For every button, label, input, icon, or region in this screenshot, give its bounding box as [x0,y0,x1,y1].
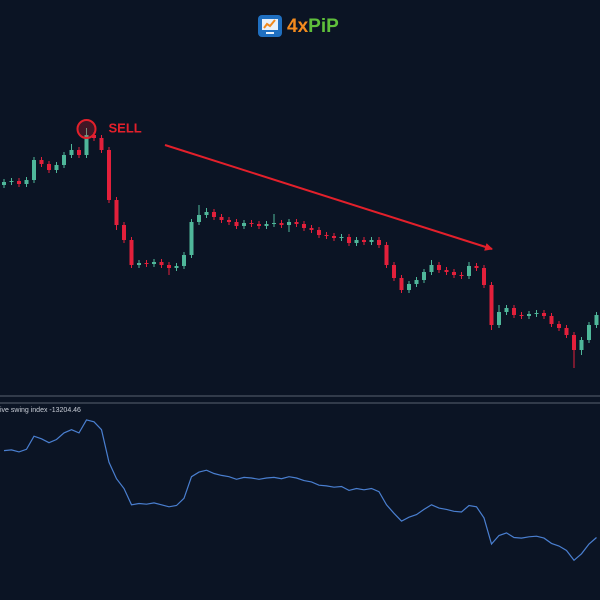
candle-body [122,225,126,240]
candle-body [444,270,449,272]
candle-body [512,308,516,315]
candle-body [92,135,96,138]
candle-body [467,266,471,276]
candle-body [542,313,546,316]
candle-body [437,265,441,270]
sell-marker [76,119,97,139]
logo-chart [263,19,276,29]
candle-body [264,224,269,226]
candle-body [579,340,584,350]
candle-body [167,265,171,268]
candle-body [354,240,359,243]
candle-body [152,262,156,264]
candle-body [144,263,149,264]
candle-body [332,236,336,238]
logo: 4xPiP [258,15,339,37]
candle-body [182,255,186,266]
candle-body [459,275,464,276]
candle-body [549,316,554,324]
candle-body [114,200,119,225]
candle-body [242,223,246,226]
candle-body [189,222,194,255]
trend-arrow [164,144,493,251]
candle-body [219,217,224,220]
candle-body [384,245,389,265]
candle-body [407,284,411,290]
candle-body [77,150,81,155]
candle-body [137,263,141,265]
candle-body [362,240,366,242]
candle-body [564,328,569,335]
candle-body [504,308,509,312]
candle-body [39,160,44,164]
candle-body [572,335,576,350]
candle-body [557,324,561,328]
candle-body [69,150,74,155]
logo-text: 4xPiP [287,16,339,37]
candle-body [482,268,486,285]
candle-body [377,240,381,245]
candle-body [527,314,531,316]
candle-body [17,181,21,184]
annotations: SELL [76,119,493,251]
candle-body [287,222,291,225]
candle-body [309,228,314,230]
candle-body [47,164,51,170]
candle-body [62,155,66,165]
candle-body [422,272,426,280]
candle-body [452,272,456,275]
candle-body [9,181,14,182]
candles [2,128,599,368]
candle-body [257,224,261,226]
candle-body [272,223,276,224]
candle-body [212,212,216,217]
candle-body [279,223,284,225]
candle-body [32,160,36,180]
candle-body [347,237,351,243]
sell-label: SELL [109,120,142,135]
candle-body [339,237,344,238]
candle-body [534,313,539,314]
candle-body [489,285,494,325]
candle-body [99,138,104,150]
logo-stand [266,32,274,34]
candle-body [174,266,179,268]
candle-body [2,182,6,185]
candle-body [159,262,164,265]
candle-body [369,240,374,242]
candle-body [587,325,591,340]
candle-body [54,165,59,170]
candle-body [317,230,321,235]
logo-part: 4x [287,16,309,37]
candle-body [474,266,479,268]
candle-body [249,223,254,224]
candle-body [392,265,396,278]
candle-body [227,220,231,222]
indicator-line [3,419,597,562]
candle-body [107,150,111,200]
candle-body [414,280,419,284]
candle-body [519,315,524,316]
candle-body [429,265,434,272]
candle-body [234,222,239,226]
candle-body [294,222,299,224]
candle-body [197,215,201,222]
candle-body [497,312,501,325]
logo-part: PiP [308,16,339,37]
candle-body [399,278,404,290]
candle-body [302,224,306,228]
candle-body [84,135,89,155]
candle-body [24,180,29,184]
candle-body [594,315,599,325]
candle-body [129,240,134,265]
candle-body [204,212,209,215]
candle-body [324,235,329,236]
indicator-label: ive swing index -13204.46 [0,407,81,414]
